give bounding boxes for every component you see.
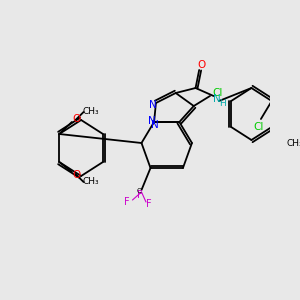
Text: H: H	[219, 100, 226, 109]
Text: N: N	[151, 120, 159, 130]
Text: N: N	[213, 94, 221, 104]
Text: O: O	[72, 170, 80, 180]
Text: CH₃: CH₃	[287, 139, 300, 148]
Text: C: C	[136, 188, 141, 194]
Text: N: N	[148, 116, 156, 126]
Text: Cl: Cl	[212, 88, 222, 98]
Text: CH₃: CH₃	[82, 107, 99, 116]
Text: O: O	[198, 60, 206, 70]
Text: CH₃: CH₃	[82, 178, 99, 187]
Text: N: N	[149, 100, 157, 110]
Text: F: F	[146, 199, 152, 209]
Text: F: F	[137, 190, 142, 200]
Text: O: O	[72, 114, 80, 124]
Text: Cl: Cl	[253, 122, 263, 132]
Text: F: F	[124, 197, 130, 207]
